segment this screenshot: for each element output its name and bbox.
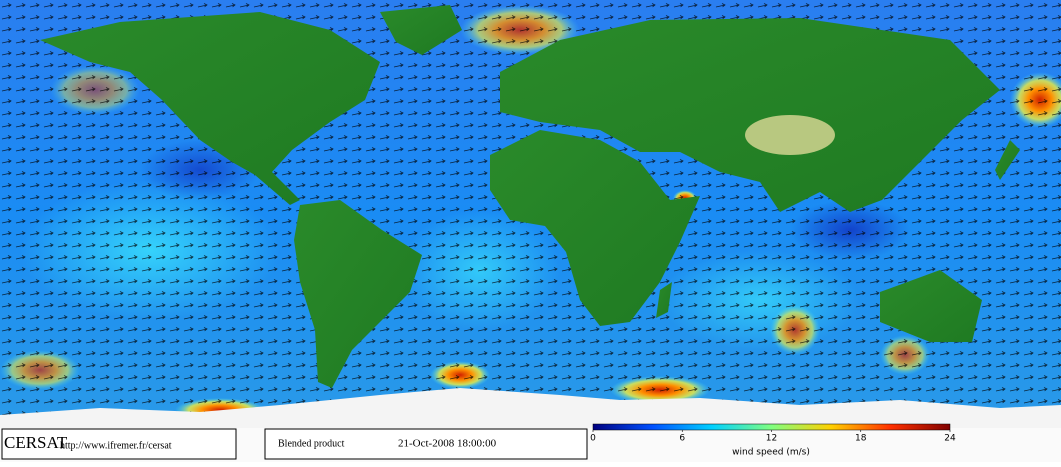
- tick-label: 24: [944, 434, 956, 444]
- tick-label: 12: [766, 434, 777, 444]
- tick-label: 6: [679, 434, 685, 444]
- tick-label: 0: [590, 434, 596, 444]
- info-box: [264, 428, 588, 460]
- colorbar-bar: [592, 423, 951, 431]
- tick-label: 18: [855, 434, 867, 444]
- url: http://www.ifremer.fr/cersat: [60, 440, 172, 451]
- logo-box: [1, 428, 237, 460]
- colorbar-label: wind speed (m/s): [732, 448, 810, 458]
- logo: CERSAT: [4, 433, 68, 452]
- antarctica: [0, 388, 1061, 428]
- land: [40, 5, 1020, 388]
- product: Blended product: [278, 438, 345, 449]
- colorbar: 0 6 12 18 24: [590, 423, 956, 444]
- date: 21-Oct-2008 18:00:00: [398, 438, 497, 450]
